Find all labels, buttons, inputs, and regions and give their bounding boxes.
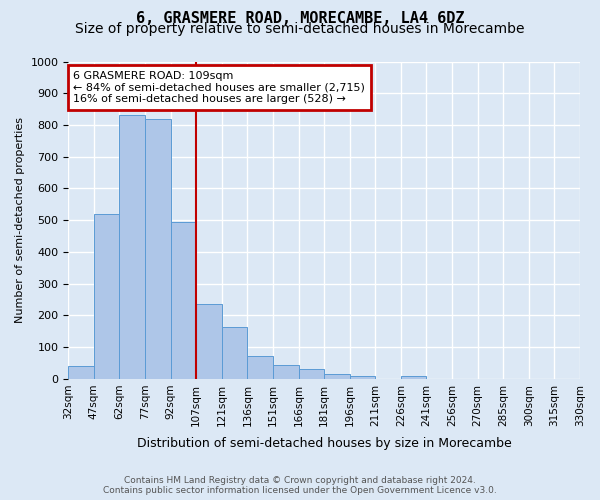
Bar (68, 366, 94, 379)
Bar (324, 374, 350, 379)
Bar (247, 356, 273, 379)
Bar (273, 364, 299, 379)
Bar (119, 116, 145, 379)
Bar (94, 214, 119, 379)
Text: Contains HM Land Registry data © Crown copyright and database right 2024.
Contai: Contains HM Land Registry data © Crown c… (103, 476, 497, 495)
X-axis label: Distribution of semi-detached houses by size in Morecambe: Distribution of semi-detached houses by … (137, 437, 512, 450)
Bar (145, 118, 170, 379)
Bar (401, 376, 427, 379)
Bar (196, 304, 222, 379)
Bar (299, 370, 324, 379)
Y-axis label: Number of semi-detached properties: Number of semi-detached properties (15, 117, 25, 323)
Bar (222, 327, 247, 379)
Text: 6, GRASMERE ROAD, MORECAMBE, LA4 6DZ: 6, GRASMERE ROAD, MORECAMBE, LA4 6DZ (136, 11, 464, 26)
Bar (170, 222, 196, 379)
Bar (350, 376, 376, 379)
Text: 6 GRASMERE ROAD: 109sqm
← 84% of semi-detached houses are smaller (2,715)
16% of: 6 GRASMERE ROAD: 109sqm ← 84% of semi-de… (73, 71, 365, 104)
Text: Size of property relative to semi-detached houses in Morecambe: Size of property relative to semi-detach… (75, 22, 525, 36)
